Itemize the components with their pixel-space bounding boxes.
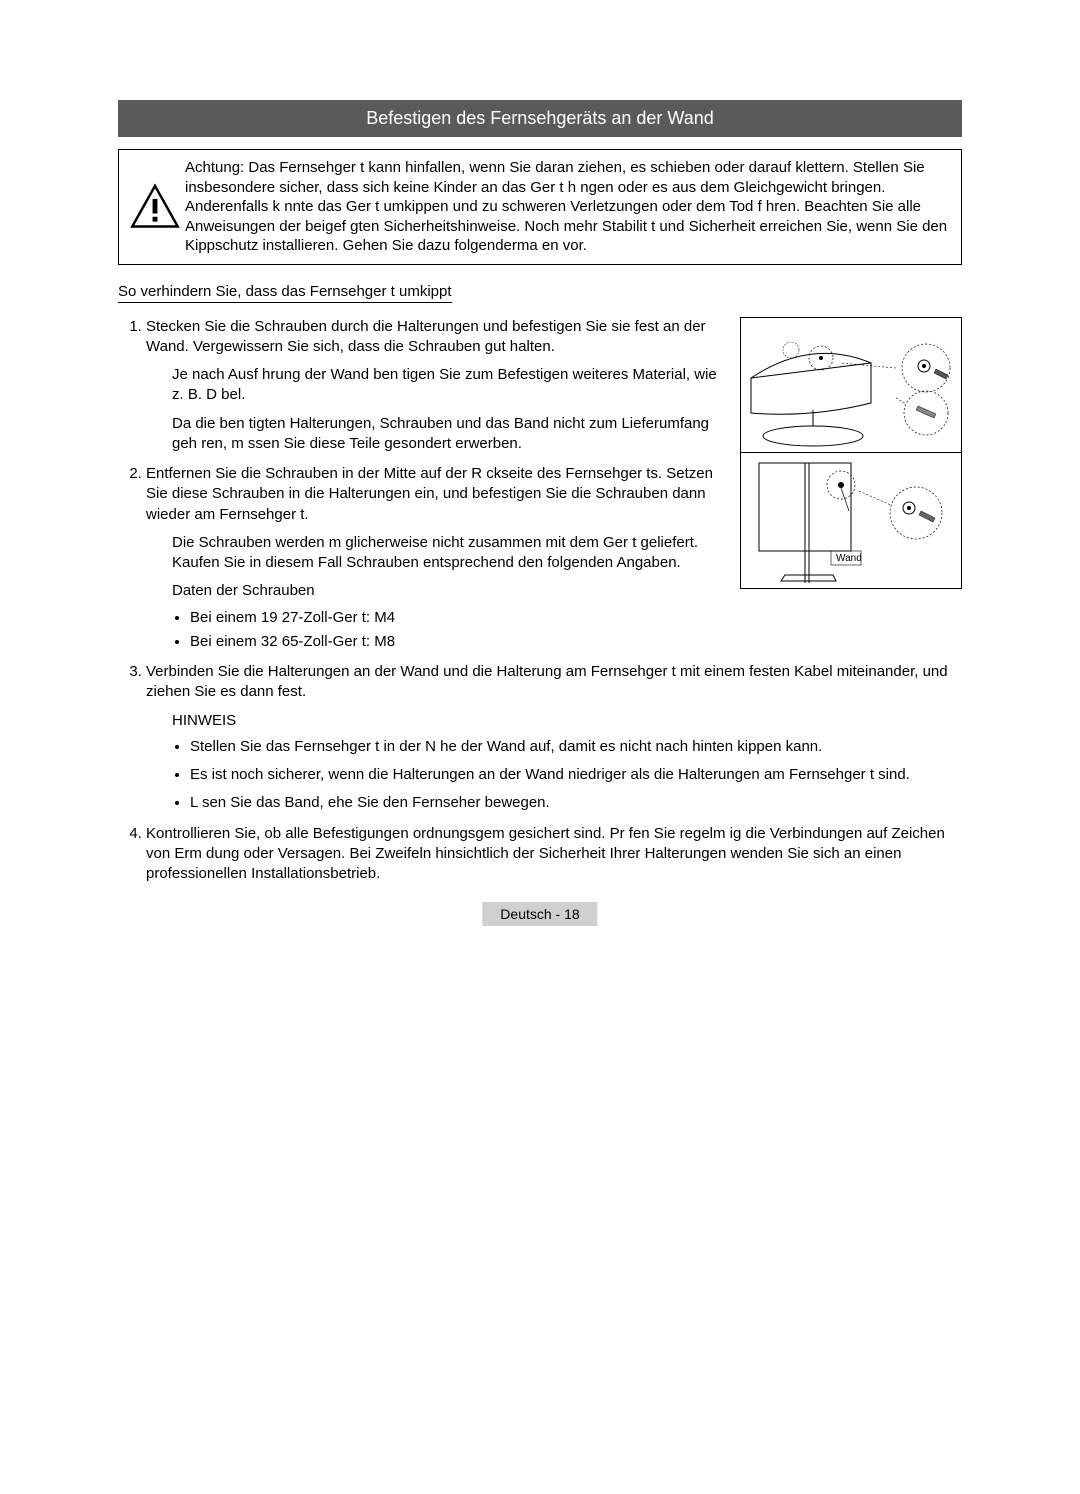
step-2-text: Entfernen Sie die Schrauben in der Mitte… <box>146 465 713 523</box>
step-3-text: Verbinden Sie die Halterungen an der Wan… <box>146 663 948 700</box>
content-left: Stecken Sie die Schrauben durch die Halt… <box>118 317 724 663</box>
step-1: Stecken Sie die Schrauben durch die Halt… <box>146 317 724 455</box>
steps-list-continued: Verbinden Sie die Halterungen an der Wan… <box>118 662 962 884</box>
step-4-text: Kontrollieren Sie, ob alle Befestigungen… <box>146 825 945 883</box>
hinweis-2: Es ist noch sicherer, wenn die Halterung… <box>190 765 962 785</box>
figure-stack: Wand <box>740 317 962 589</box>
after-figures: Verbinden Sie die Halterungen an der Wan… <box>118 662 962 884</box>
section-header: Befestigen des Fernsehgeräts an der Wand <box>118 100 962 137</box>
footer-sep: - <box>552 906 564 922</box>
footer-page: 18 <box>564 906 580 922</box>
screw-list: Bei einem 19 27-Zoll-Ger t: M4 Bei einem… <box>190 608 724 653</box>
step-3: Verbinden Sie die Halterungen an der Wan… <box>146 662 962 814</box>
hinweis-1: Stellen Sie das Fernsehger t in der N he… <box>190 737 962 757</box>
step-1-text: Stecken Sie die Schrauben durch die Halt… <box>146 318 706 355</box>
warning-text: Achtung: Das Fernsehger t kann hinfallen… <box>185 158 951 256</box>
content-row: Stecken Sie die Schrauben durch die Halt… <box>118 317 962 663</box>
screw-spec-1: Bei einem 19 27-Zoll-Ger t: M4 <box>190 608 724 628</box>
subheading-wrap: So verhindern Sie, dass das Fernsehger t… <box>118 283 962 317</box>
footer-lang: Deutsch <box>500 906 551 922</box>
figure-bottom: Wand <box>741 453 961 588</box>
step-2: Entfernen Sie die Schrauben in der Mitte… <box>146 464 724 652</box>
section-title: Befestigen des Fernsehgeräts an der Wand <box>366 108 714 128</box>
figure-column: Wand <box>740 317 962 663</box>
step-4: Kontrollieren Sie, ob alle Befestigungen… <box>146 824 962 885</box>
hinweis-label: HINWEIS <box>172 711 962 731</box>
warning-icon <box>125 181 185 233</box>
steps-list: Stecken Sie die Schrauben durch die Halt… <box>118 317 724 653</box>
step-1-note-2: Da die ben tigten Halterungen, Schrauben… <box>172 414 724 455</box>
page-footer: Deutsch - 18 <box>482 902 597 926</box>
step-1-note-1: Je nach Ausf hrung der Wand ben tigen Si… <box>172 365 724 406</box>
screw-data-label: Daten der Schrauben <box>172 581 724 601</box>
hinweis-3: L sen Sie das Band, ehe Sie den Fernsehe… <box>190 793 962 813</box>
wall-label-svg: Wand <box>836 553 862 564</box>
subheading: So verhindern Sie, dass das Fernsehger t… <box>118 283 452 303</box>
screw-spec-2: Bei einem 32 65-Zoll-Ger t: M8 <box>190 632 724 652</box>
warning-box: Achtung: Das Fernsehger t kann hinfallen… <box>118 149 962 265</box>
step-2-note-1: Die Schrauben werden m glicherweise nich… <box>172 533 724 574</box>
hinweis-list: Stellen Sie das Fernsehger t in der N he… <box>190 737 962 814</box>
figure-top <box>741 318 961 453</box>
page: Befestigen des Fernsehgeräts an der Wand… <box>0 0 1080 954</box>
